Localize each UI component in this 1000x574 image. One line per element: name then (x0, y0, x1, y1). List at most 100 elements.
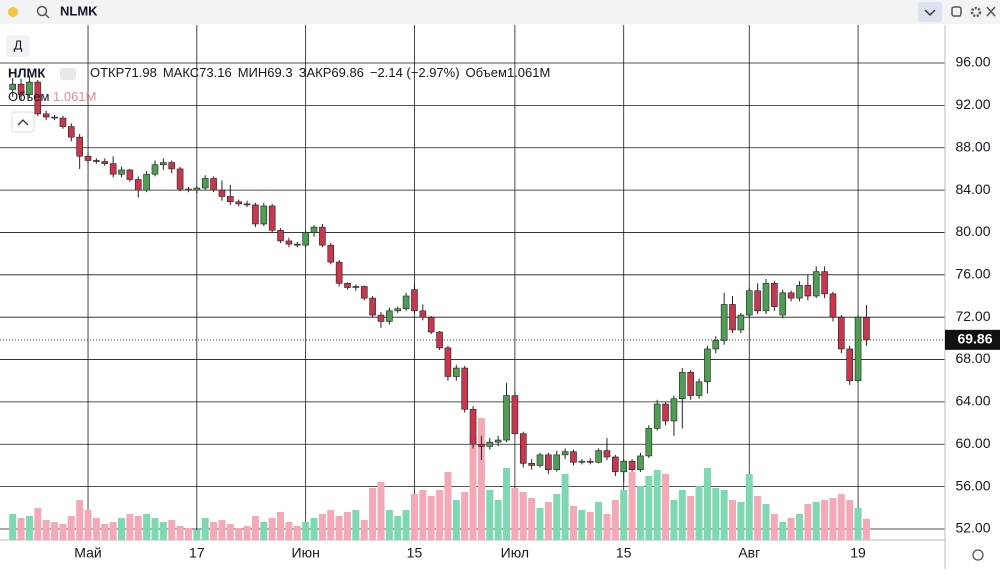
y-tick-label: 76.00 (955, 266, 990, 282)
candle-body (76, 136, 83, 157)
volume-bar (151, 518, 159, 540)
candle-body (704, 348, 711, 383)
candle-body (653, 403, 661, 429)
candle-body (168, 162, 176, 170)
close-icon[interactable] (986, 6, 996, 17)
volume-bar (210, 522, 218, 540)
candle-body (227, 196, 234, 203)
volume-bar (737, 502, 745, 540)
volume-bar (277, 512, 285, 540)
candle-body (386, 310, 393, 322)
candle-body (9, 83, 16, 90)
candle-body (787, 292, 795, 299)
candle-body (838, 316, 845, 350)
candle-body (193, 187, 201, 191)
volume-bar (829, 498, 837, 540)
volume-bar (17, 518, 25, 540)
legend-item: ЗАКР (299, 65, 332, 80)
volume-bar (486, 490, 494, 540)
y-tick-label: 84.00 (955, 181, 990, 197)
volume-bar (360, 520, 368, 540)
volume-bar (92, 518, 100, 540)
volume-bar (712, 488, 720, 540)
volume-bar (42, 520, 50, 540)
settings-icon[interactable] (970, 6, 982, 18)
volume-bar (628, 472, 636, 540)
volume-bar (477, 418, 485, 540)
candle-body (729, 304, 736, 331)
volume-bar (260, 522, 268, 540)
candle-body (419, 310, 427, 318)
candle-body (377, 314, 385, 322)
volume-bar (168, 520, 176, 540)
candle-body (561, 451, 569, 456)
legend-item: МАКС (163, 65, 199, 80)
last-price-label: 69.86 (957, 331, 992, 347)
collapse-button[interactable] (11, 111, 35, 133)
volume-bar (511, 488, 519, 540)
volume-bar (636, 486, 644, 540)
candle-body (436, 331, 443, 349)
candle-body (536, 454, 544, 466)
volume-bar (369, 488, 377, 540)
candle-body (612, 456, 619, 473)
x-tick-label: 17 (189, 545, 205, 561)
legend-item: МИН (238, 65, 268, 80)
volume-bar (795, 514, 803, 540)
candle-body (302, 232, 309, 246)
candle-body (553, 454, 561, 470)
volume-bar (101, 524, 109, 540)
candle-body (285, 240, 293, 245)
interval-button[interactable] (6, 35, 30, 57)
y-tick-label: 68.00 (955, 350, 990, 366)
volume-bar (503, 468, 511, 540)
candle-body (352, 286, 360, 288)
volume-bar (862, 518, 870, 540)
legend-values: ОТКР71.98 МАКС73.16 МИН69.3 ЗАКР69.86 −2.14 … (90, 65, 550, 80)
legend-item: −2.14 (−2.97%) (370, 65, 460, 80)
candle-body (59, 117, 67, 127)
volume-bar (268, 518, 276, 540)
candle-body (310, 226, 318, 233)
volume-bar (335, 516, 343, 540)
last-price-tag (945, 329, 1000, 350)
symbol[interactable]: NLMK (60, 3, 98, 18)
volume-bar (59, 524, 67, 540)
volume-bar (494, 500, 502, 540)
dropdown-button[interactable] (918, 2, 942, 22)
search-icon[interactable] (36, 5, 48, 17)
candle-body (319, 226, 326, 246)
window-button[interactable] (951, 6, 962, 17)
volume-bar (293, 526, 301, 540)
candle-body (578, 460, 586, 463)
candle-body (745, 290, 753, 316)
volume-bar (544, 502, 552, 540)
volume-bar (444, 472, 452, 540)
volume-bar (703, 468, 711, 540)
legend-toggle[interactable] (60, 68, 76, 80)
volume-bar (159, 522, 167, 540)
settings-axis-icon[interactable] (972, 549, 984, 561)
candle-body (185, 188, 192, 191)
candle-body (695, 381, 703, 396)
candle-body (176, 168, 184, 190)
candle-body (42, 113, 50, 118)
search-icon-handle (44, 13, 50, 19)
x-tick-label: Авг (738, 545, 760, 561)
volume-bar (176, 526, 184, 540)
candle-body (344, 282, 351, 288)
candle-body (712, 340, 720, 350)
volume-bar (528, 498, 536, 540)
volume-bar (402, 510, 410, 540)
volume-bar (251, 516, 259, 540)
volume-bar (561, 474, 569, 540)
volume-bar (595, 502, 603, 540)
toolbar (0, 0, 1000, 24)
y-tick-label: 88.00 (955, 138, 990, 154)
y-tick-label: 60.00 (955, 435, 990, 451)
volume-bar (645, 476, 653, 540)
candle-body (528, 463, 535, 466)
legend-item: 1.061M (507, 65, 550, 80)
volume-bar (670, 500, 678, 540)
candle-body (109, 163, 117, 175)
